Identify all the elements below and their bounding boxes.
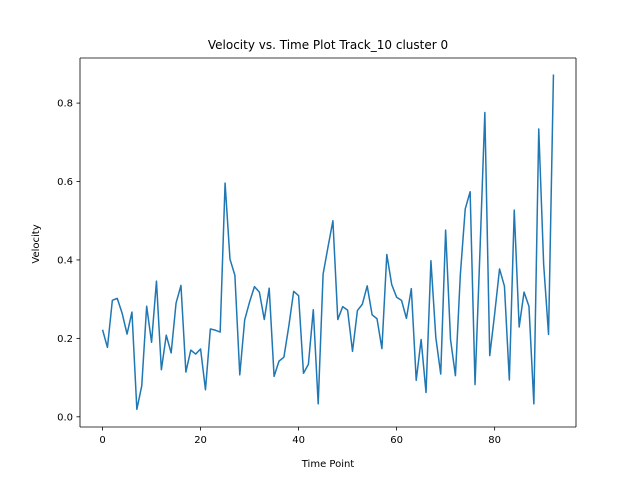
y-axis-label: Velocity xyxy=(31,224,42,263)
x-tick-label: 80 xyxy=(488,435,501,446)
x-tick-label: 40 xyxy=(292,435,305,446)
y-tick-label: 0.0 xyxy=(57,412,73,423)
y-tick-label: 0.6 xyxy=(57,177,73,188)
y-tick-label: 0.8 xyxy=(57,99,73,110)
series-line-0 xyxy=(101,74,555,411)
x-axis-label: Time Point xyxy=(301,459,355,470)
chart-title: Velocity vs. Time Plot Track_10 cluster … xyxy=(208,38,448,52)
plot-area: 0 20 40 60 80 0.0 0.2 0.4 0.6 0.8 xyxy=(57,57,577,446)
x-tick-label: 60 xyxy=(390,435,403,446)
x-tick-label: 20 xyxy=(194,435,207,446)
y-tick-label: 0.4 xyxy=(57,255,73,266)
y-tick-label: 0.2 xyxy=(57,334,73,345)
x-tick-label: 0 xyxy=(99,435,105,446)
